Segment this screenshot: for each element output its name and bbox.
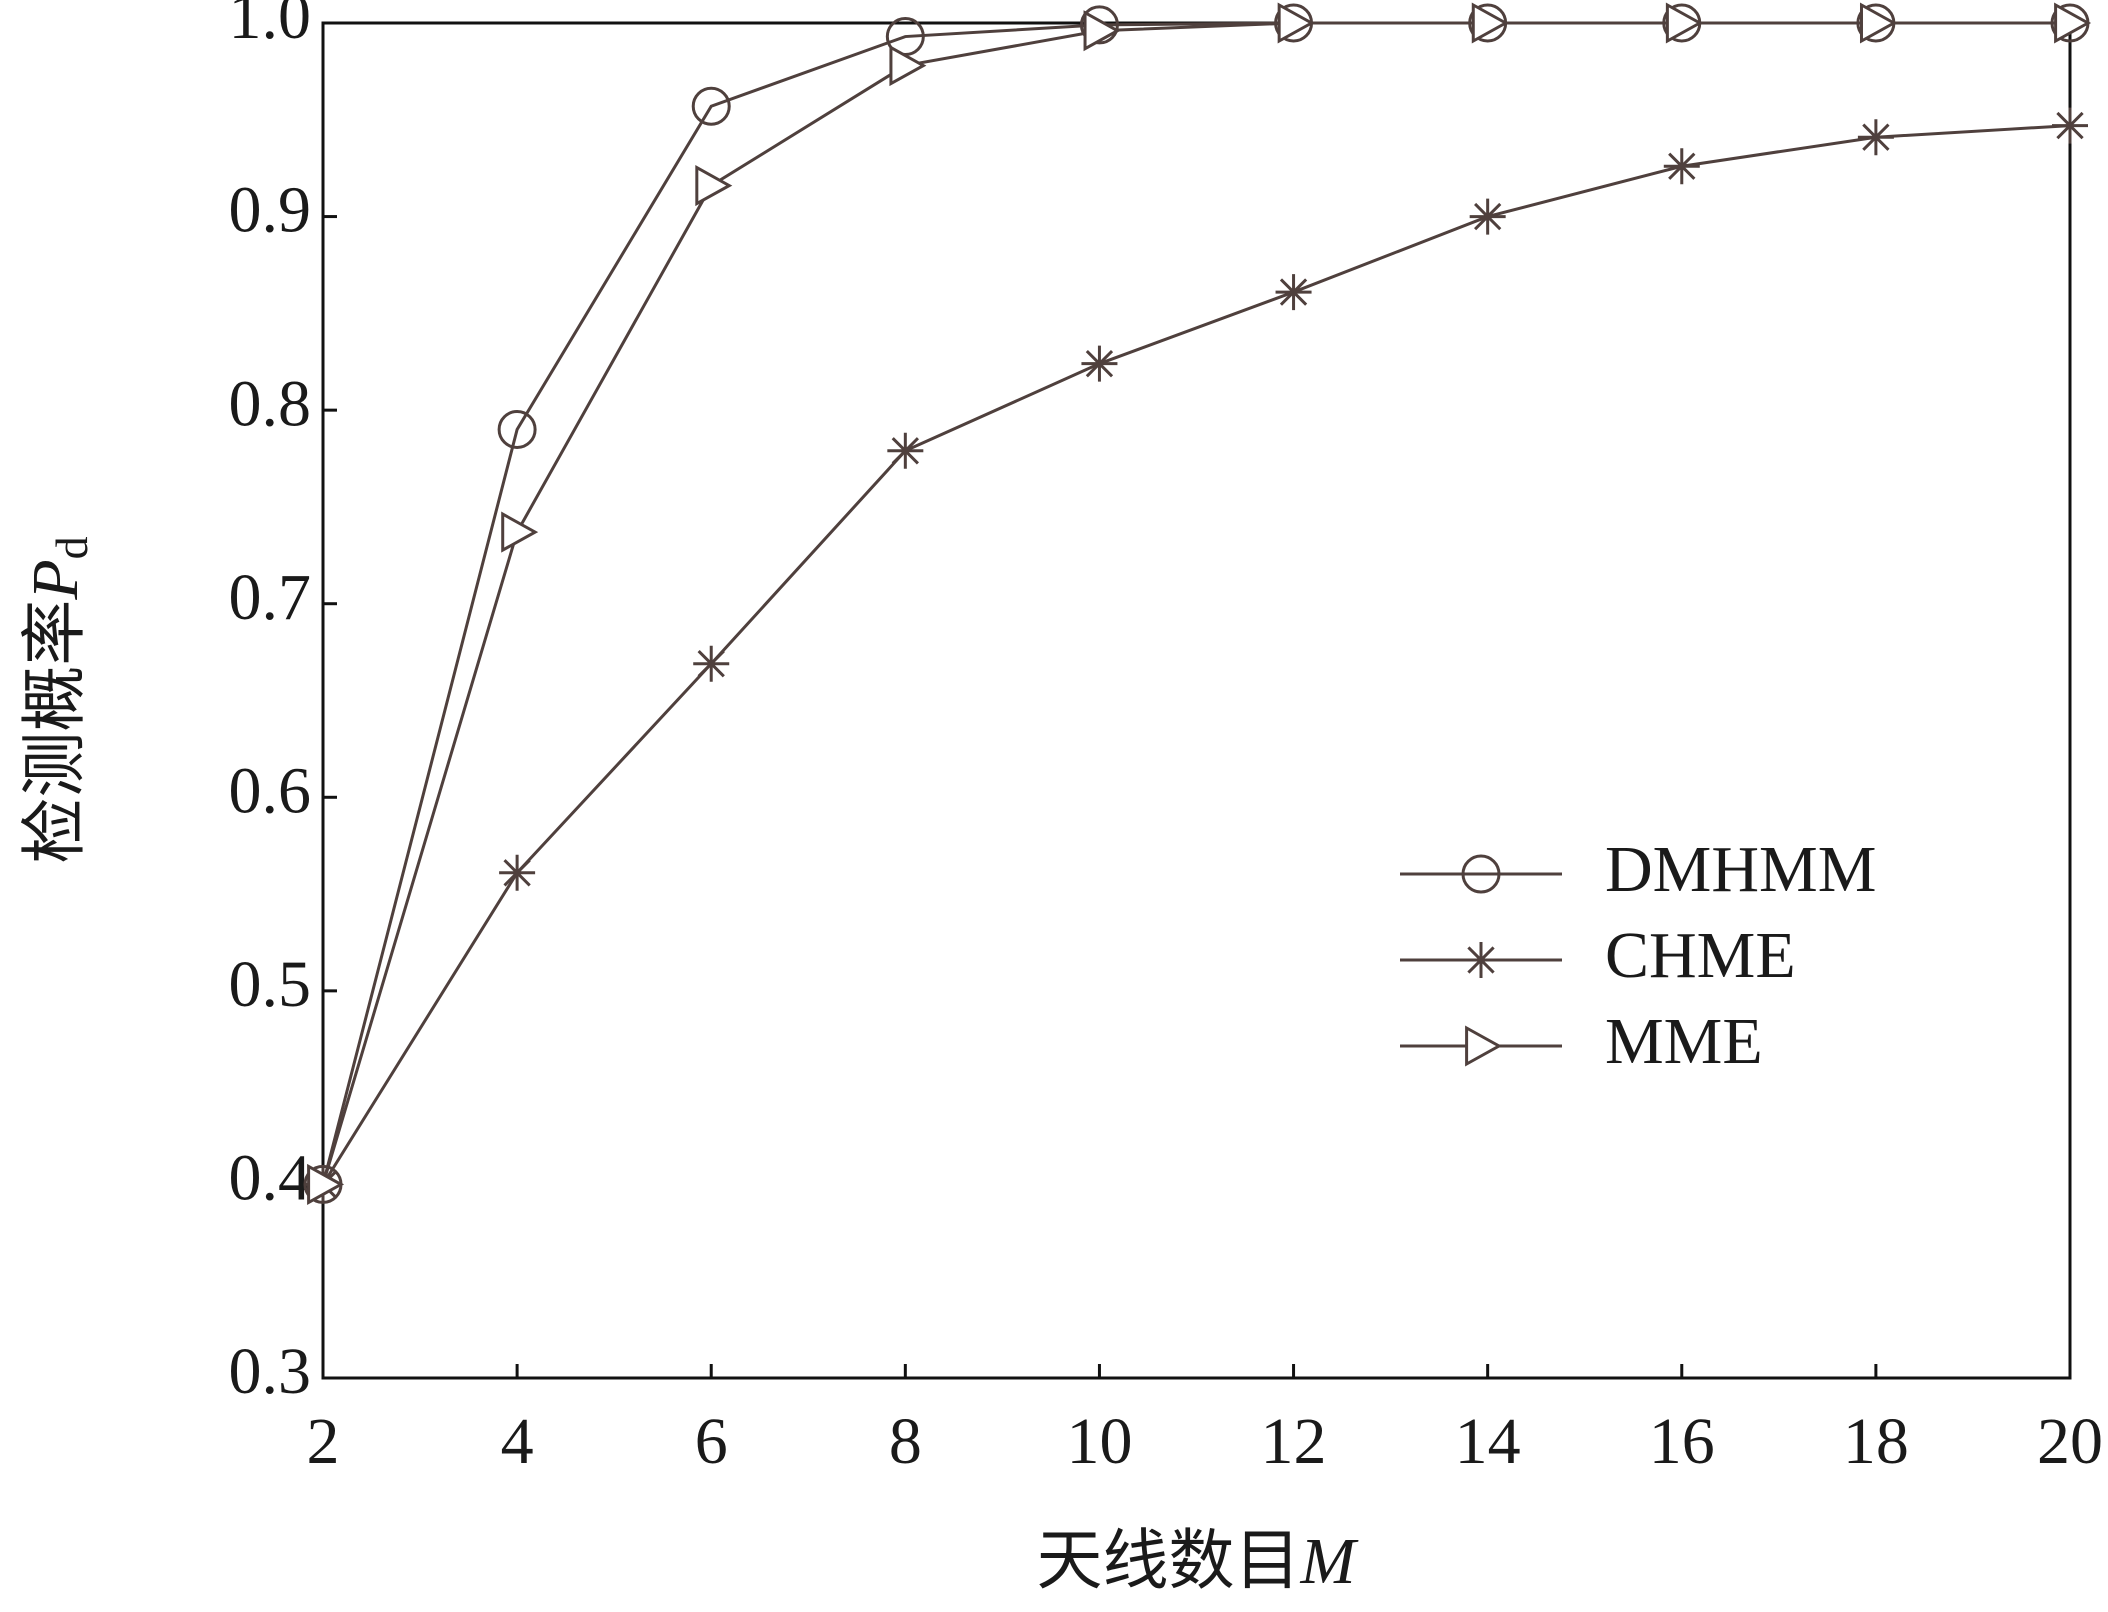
series-line: [321, 21, 2070, 1185]
x-tick-label: 18: [1843, 1405, 1909, 1478]
x-axis-label: 天线数目M: [1037, 1525, 1360, 1598]
legend-marker: [1461, 854, 1501, 894]
data-point: [691, 86, 731, 126]
x-tick-label: 8: [889, 1405, 922, 1478]
data-point: [1083, 10, 1121, 52]
legend-label: CHME: [1605, 919, 1796, 992]
data-point: [2054, 2, 2092, 44]
y-tick-label: 0.5: [229, 948, 312, 1021]
y-label-subscript: d: [46, 536, 97, 559]
x-tick-label: 2: [307, 1405, 340, 1478]
legend-marker: [1463, 942, 1499, 978]
data-point: [1665, 2, 1703, 44]
x-tick-label: 4: [501, 1405, 534, 1478]
data-point: [1079, 5, 1119, 45]
data-point: [1277, 2, 1315, 44]
y-tick-label: 0.7: [229, 561, 312, 634]
data-point: [1471, 2, 1509, 44]
series-line: [321, 21, 2070, 1185]
legend-marker: [1465, 1025, 1503, 1067]
data-point: [1663, 148, 1700, 185]
data-point: [887, 432, 924, 469]
data-point: [693, 645, 730, 682]
data-point: [1081, 345, 1118, 382]
data-point: [695, 165, 733, 207]
data-point: [501, 511, 539, 553]
y-label-text: 检测概率: [19, 600, 92, 864]
y-tick-label: 0.4: [229, 1142, 312, 1215]
x-tick-label: 10: [1066, 1405, 1132, 1478]
x-label-text: 天线数目: [1037, 1525, 1301, 1598]
y-axis-label: 检测概率Pd: [19, 536, 96, 863]
data-point: [1857, 119, 1894, 156]
y-tick-label: 0.3: [229, 1335, 312, 1408]
data-point: [1859, 2, 1897, 44]
x-tick-label: 12: [1261, 1405, 1327, 1478]
x-tick-label: 14: [1455, 1405, 1521, 1478]
data-point: [307, 1163, 345, 1205]
data-point: [2052, 107, 2088, 144]
y-tick-label: 0.6: [229, 754, 312, 827]
legend-label: DMHMM: [1605, 833, 1876, 906]
series-line: [321, 124, 2071, 1186]
x-tick-label: 6: [695, 1405, 728, 1478]
y-tick-label: 1.0: [229, 0, 312, 53]
legend-label: MME: [1605, 1005, 1763, 1078]
y-label-symbol: P: [19, 559, 92, 600]
y-tick-label: 0.9: [229, 174, 312, 247]
data-point: [1275, 274, 1312, 311]
x-tick-label: 20: [2037, 1405, 2103, 1478]
data-point: [1469, 198, 1506, 235]
data-point: [499, 854, 536, 891]
data-point: [497, 410, 537, 449]
x-tick-label: 16: [1649, 1405, 1715, 1478]
x-label-symbol: M: [1300, 1525, 1360, 1598]
data-point: [889, 45, 927, 87]
y-tick-label: 0.8: [229, 367, 312, 440]
plot-frame: [321, 21, 2072, 1380]
